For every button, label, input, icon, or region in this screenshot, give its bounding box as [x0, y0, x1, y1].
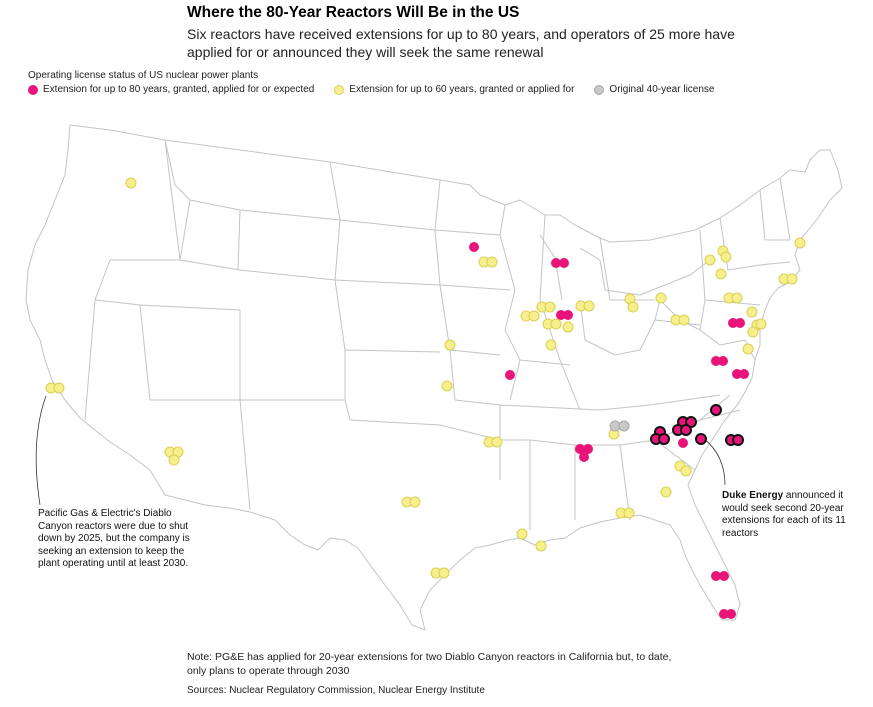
- source-line: Sources: Nuclear Regulatory Commission, …: [187, 685, 485, 696]
- reactor-marker-60: [731, 292, 743, 304]
- reactor-marker-60: [627, 301, 639, 313]
- reactor-markers: [45, 177, 806, 619]
- legend: Extension for up to 80 years, granted, a…: [28, 84, 734, 95]
- reactor-marker-60: [678, 314, 690, 326]
- reactor-marker-80: [732, 369, 742, 379]
- legend-item-40: Original 40-year license: [594, 84, 714, 95]
- reactor-marker-60: [742, 343, 754, 355]
- reactor-marker-60: [528, 310, 540, 322]
- reactor-marker-60: [755, 318, 767, 330]
- reactor-marker-60: [544, 301, 556, 313]
- reactor-marker-60: [535, 540, 547, 552]
- legend-item-60: Extension for up to 60 years, granted or…: [334, 84, 574, 95]
- reactor-marker-60: [562, 321, 574, 333]
- duke-reactor-marker: [732, 434, 744, 446]
- diablo-leader-line: [35, 395, 47, 506]
- reactor-marker-80: [563, 310, 573, 320]
- reactor-marker-60: [125, 177, 137, 189]
- reactor-marker-80: [711, 571, 721, 581]
- legend-swatch-40: [594, 84, 605, 95]
- legend-item-80: Extension for up to 80 years, granted, a…: [28, 84, 314, 95]
- duke-reactor-marker: [695, 433, 707, 445]
- reactor-marker-60: [486, 256, 498, 268]
- reactor-marker-60: [660, 486, 672, 498]
- reactor-marker-80: [469, 242, 479, 252]
- legend-label-40: Original 40-year license: [609, 84, 715, 95]
- chart-subtitle: Six reactors have received extensions fo…: [187, 26, 735, 60]
- reactor-marker-60: [168, 454, 180, 466]
- reactor-marker-80: [505, 370, 515, 380]
- reactor-marker-60: [545, 339, 557, 351]
- reactor-marker-60: [715, 268, 727, 280]
- reactor-marker-60: [623, 507, 635, 519]
- reactor-marker-80: [559, 258, 569, 268]
- great-lakes-coast: [539, 234, 711, 301]
- markers-duke-energy: [650, 404, 744, 446]
- reactor-marker-80: [678, 438, 688, 448]
- duke-reactor-marker: [658, 433, 670, 445]
- reactor-marker-40: [618, 420, 630, 432]
- reactor-marker-80: [711, 356, 721, 366]
- reactor-marker-80: [551, 258, 561, 268]
- reactor-marker-60: [550, 318, 562, 330]
- reactor-marker-60: [516, 528, 528, 540]
- duke-energy-name: Duke Energy: [722, 490, 784, 501]
- chart-title: Where the 80-Year Reactors Will Be in th…: [187, 4, 520, 21]
- legend-label-80: Extension for up to 80 years, granted, a…: [43, 84, 315, 95]
- reactor-marker-80: [726, 609, 736, 619]
- reactor-marker-80: [735, 318, 745, 328]
- reactor-marker-60: [491, 436, 503, 448]
- duke-energy-annotation-text: announced it would seek second 20-year e…: [722, 490, 846, 539]
- reactor-marker-80: [728, 318, 738, 328]
- reactor-marker-80: [583, 444, 593, 454]
- reactor-marker-80: [579, 452, 589, 462]
- reactor-marker-60: [655, 292, 667, 304]
- markers-60-year: [45, 177, 806, 579]
- reactor-marker-60: [680, 465, 692, 477]
- duke-energy-annotation: Duke Energy announced it would seek seco…: [722, 490, 846, 540]
- reactor-marker-80: [718, 356, 728, 366]
- footnote: Note: PG&E has applied for 20-year exten…: [187, 651, 672, 677]
- reactor-marker-80: [739, 369, 749, 379]
- duke-reactor-marker: [680, 424, 692, 436]
- legend-title: Operating license status of US nuclear p…: [28, 70, 259, 81]
- markers-40-year: [609, 420, 630, 432]
- reactor-marker-60: [583, 300, 595, 312]
- reactor-marker-60: [794, 237, 806, 249]
- reactor-marker-60: [53, 382, 65, 394]
- reactor-marker-60: [444, 339, 456, 351]
- legend-swatch-60: [334, 84, 345, 95]
- duke-reactor-marker: [710, 404, 722, 416]
- reactor-marker-60: [438, 567, 450, 579]
- reactor-marker-80: [556, 310, 566, 320]
- legend-label-60: Extension for up to 60 years, granted or…: [349, 84, 575, 95]
- reactor-marker-80: [719, 571, 729, 581]
- reactor-marker-60: [704, 254, 716, 266]
- reactor-marker-60: [409, 496, 421, 508]
- diablo-canyon-annotation: Pacific Gas & Electric's Diablo Canyon r…: [38, 508, 190, 569]
- reactor-marker-60: [786, 273, 798, 285]
- us-map: [25, 124, 843, 631]
- us-outline: [25, 124, 843, 631]
- reactor-marker-60: [746, 306, 758, 318]
- reactor-marker-80: [719, 609, 729, 619]
- legend-swatch-80: [28, 84, 38, 95]
- reactor-marker-80: [575, 444, 585, 454]
- reactor-marker-60: [441, 380, 453, 392]
- reactor-marker-60: [720, 251, 732, 263]
- reactor-marker-60: [747, 326, 759, 338]
- markers-80-year: [469, 242, 749, 619]
